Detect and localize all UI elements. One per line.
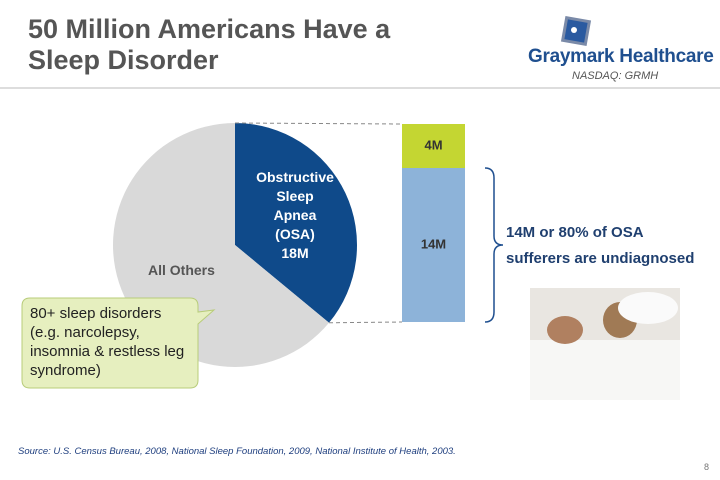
bar-segment [402,168,465,322]
logo-text: Graymark Healthcare [528,46,714,67]
source-note: Source: U.S. Census Bureau, 2008, Nation… [18,446,456,457]
callout-box [21,297,216,389]
slice-label: Obstructive Sleep Apnea (OSA) 18M [255,168,335,263]
bar-segment [402,124,465,168]
connector [234,122,403,125]
value-label: 4M [424,137,442,152]
category-label: Obstructive Sleep Apnea (OSA) [256,169,334,242]
pie-slice [235,123,357,323]
annotation: 14M or 80% of OSA sufferers are undiagno… [506,224,695,267]
bracket [484,167,504,323]
connector [328,321,403,324]
logo-icon [560,15,592,47]
photo [530,288,680,400]
value-label: 14M [421,236,446,251]
category-label: All Others [148,262,215,278]
value-label: 18M [281,245,309,261]
slide-title: 50 Million Americans Have a Sleep Disord… [28,14,391,75]
ticker: NASDAQ: GRMH [572,70,659,82]
callout-text: 80+ sleep disorders (e.g. narcolepsy, in… [30,305,185,379]
page-number: 8 [704,462,710,472]
